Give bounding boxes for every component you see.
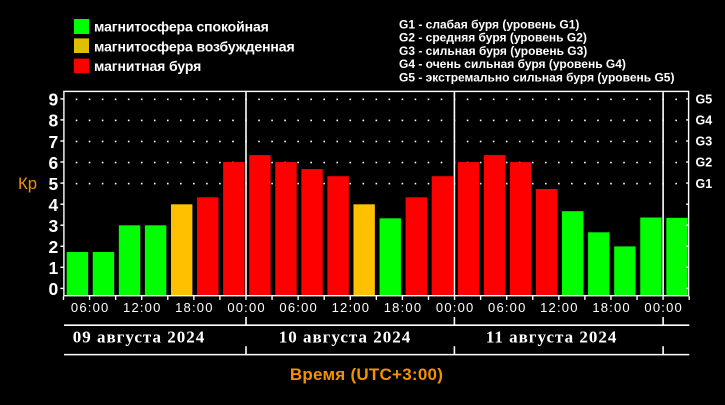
svg-text:G3: G3 bbox=[696, 135, 713, 149]
svg-text:09 августа 2024: 09 августа 2024 bbox=[73, 327, 205, 346]
svg-text:G5 - экстремально сильная буря: G5 - экстремально сильная буря (уровень … bbox=[399, 70, 674, 84]
svg-text:00:00: 00:00 bbox=[644, 300, 683, 315]
svg-text:9: 9 bbox=[48, 90, 58, 110]
svg-text:G1: G1 bbox=[696, 177, 713, 191]
svg-text:18:00: 18:00 bbox=[384, 300, 423, 315]
svg-text:06:00: 06:00 bbox=[279, 300, 318, 315]
svg-text:2: 2 bbox=[48, 237, 58, 257]
svg-text:10 августа 2024: 10 августа 2024 bbox=[279, 327, 411, 346]
svg-text:5: 5 bbox=[48, 174, 58, 194]
svg-text:G2 - средняя буря (уровень G2): G2 - средняя буря (уровень G2) bbox=[399, 31, 587, 45]
svg-text:6: 6 bbox=[48, 153, 58, 173]
svg-text:G2: G2 bbox=[696, 156, 713, 170]
svg-text:06:00: 06:00 bbox=[488, 300, 527, 315]
svg-text:магнитосфера спокойная: магнитосфера спокойная bbox=[94, 19, 269, 35]
svg-text:G1 - слабая буря (уровень G1): G1 - слабая буря (уровень G1) bbox=[399, 18, 579, 32]
svg-text:4: 4 bbox=[48, 195, 58, 215]
svg-text:18:00: 18:00 bbox=[592, 300, 631, 315]
svg-text:18:00: 18:00 bbox=[175, 300, 214, 315]
svg-text:8: 8 bbox=[48, 111, 58, 131]
svg-text:G5: G5 bbox=[696, 93, 713, 107]
svg-text:00:00: 00:00 bbox=[227, 300, 266, 315]
svg-text:06:00: 06:00 bbox=[71, 300, 110, 315]
svg-text:1: 1 bbox=[48, 258, 58, 278]
svg-text:магнитосфера возбужденная: магнитосфера возбужденная bbox=[94, 38, 295, 54]
svg-text:00:00: 00:00 bbox=[436, 300, 475, 315]
svg-text:7: 7 bbox=[48, 132, 58, 152]
svg-text:Кр: Кр bbox=[18, 175, 37, 193]
svg-text:3: 3 bbox=[48, 216, 58, 236]
svg-text:G3 - сильная буря (уровень G3): G3 - сильная буря (уровень G3) bbox=[399, 44, 587, 58]
svg-text:12:00: 12:00 bbox=[123, 300, 162, 315]
svg-text:магнитная буря: магнитная буря bbox=[94, 58, 201, 74]
svg-text:Время (UTC+3:00): Время (UTC+3:00) bbox=[290, 365, 443, 384]
svg-text:0: 0 bbox=[48, 279, 58, 299]
svg-text:G4 - очень сильная буря (урове: G4 - очень сильная буря (уровень G4) bbox=[399, 57, 626, 71]
svg-text:11 августа 2024: 11 августа 2024 bbox=[486, 327, 618, 346]
svg-text:G4: G4 bbox=[696, 114, 713, 128]
svg-text:12:00: 12:00 bbox=[332, 300, 371, 315]
svg-text:12:00: 12:00 bbox=[540, 300, 579, 315]
